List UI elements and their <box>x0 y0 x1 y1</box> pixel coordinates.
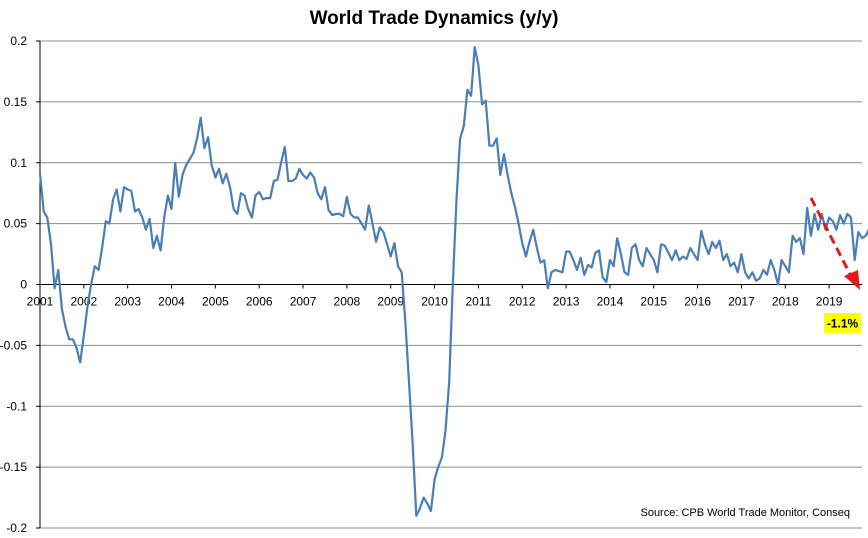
y-tick-label: -0.2 <box>6 521 27 535</box>
series-line <box>38 45 868 517</box>
x-tick-label: 2008 <box>334 295 361 309</box>
x-tick-label: 2016 <box>684 295 711 309</box>
x-tick-label: 2011 <box>465 295 491 309</box>
x-tick-label: 2004 <box>158 295 185 309</box>
arrow-down-icon <box>844 270 860 290</box>
x-tick-label: 2015 <box>640 295 667 309</box>
x-tick-label: 2006 <box>246 295 273 309</box>
y-tick-label: -0.1 <box>6 399 27 413</box>
x-axis-ticks: 2001 2002 2003 2004 2005 2006 2007 2008 2009 2010… <box>27 284 843 309</box>
x-tick-label: 2017 <box>728 295 755 309</box>
source-note: Source: CPB World Trade Monitor, Conseq <box>640 507 850 519</box>
x-tick-label: 2003 <box>114 295 141 309</box>
x-tick-label: 2007 <box>290 295 317 309</box>
callout-badge <box>824 313 861 333</box>
y-tick-label: 0.15 <box>4 95 28 109</box>
x-tick-label: 2009 <box>377 295 404 309</box>
trend-annotation: -1.1% <box>809 197 861 333</box>
x-tick-label: 2005 <box>202 295 229 309</box>
y-tick-label: 0.1 <box>10 156 27 170</box>
series-group <box>38 45 868 517</box>
callout-label: -1.1% <box>827 317 859 331</box>
y-tick-label: 0.2 <box>10 34 27 48</box>
chart-title: World Trade Dynamics (y/y) <box>310 8 559 29</box>
y-tick-label: 0.05 <box>4 217 28 231</box>
x-tick-label: 2013 <box>553 295 580 309</box>
x-tick-label: 2010 <box>421 295 448 309</box>
x-tick-label: 2012 <box>509 295 536 309</box>
trend-arrow-line <box>809 197 854 279</box>
x-tick-label: 2019 <box>816 295 843 309</box>
y-tick-label: 0 <box>20 278 27 292</box>
x-tick-label: 2018 <box>772 295 799 309</box>
x-tick-label: 2014 <box>597 295 624 309</box>
x-tick-label: 2002 <box>70 295 97 309</box>
y-tick-label: -0.05 <box>0 338 27 352</box>
y-axis-ticks: 0.2 0.15 0.1 0.05 0 -0.05 -0.1 -0.15 -0.2 <box>0 34 40 535</box>
y-tick-label: -0.15 <box>0 460 27 474</box>
